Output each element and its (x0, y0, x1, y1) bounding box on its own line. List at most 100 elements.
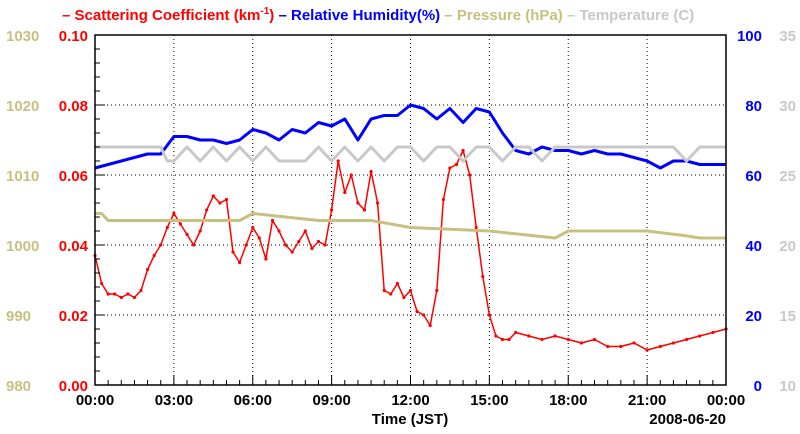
scattering-point (658, 344, 662, 349)
legend-marker: – (440, 7, 457, 24)
scattering-point (106, 292, 110, 296)
scattering-point (119, 295, 123, 300)
scattering-point (349, 173, 353, 177)
scattering-point (566, 337, 570, 342)
scattering-point (185, 232, 189, 237)
x-tick-label: 18:00 (549, 392, 587, 409)
scattering-point (592, 337, 597, 342)
scattering-point (218, 201, 222, 205)
scattering-point (159, 243, 163, 247)
scattering-point (356, 201, 360, 205)
scattering-point (224, 197, 229, 202)
x-tick-label: 15:00 (470, 392, 508, 409)
scattering-point (441, 197, 445, 202)
scattering-point (527, 334, 531, 338)
temperature-tick-label: 25 (779, 168, 796, 185)
scattering-point (251, 225, 255, 230)
scattering-point (336, 159, 340, 163)
x-tick-label: 09:00 (312, 392, 350, 409)
x-tick-label: 00:00 (707, 392, 745, 409)
scattering-point (343, 190, 347, 195)
legend: – Scattering Coefficient (km-1) – Relati… (62, 6, 694, 24)
legend-superscript: -1 (260, 6, 269, 17)
scattering-point (579, 341, 584, 345)
pressure-tick-label: 1030 (6, 28, 39, 45)
date-label: 2008-06-20 (649, 411, 726, 428)
scattering-point (461, 148, 465, 153)
scattering-point (619, 344, 623, 349)
series-layer (93, 103, 728, 352)
scattering-point (474, 225, 478, 230)
scattering-point (165, 225, 169, 230)
scattering-point (205, 208, 209, 212)
legend-label: Pressure (hPa) (457, 7, 563, 24)
legend-label: Relative Humidity(%) (291, 7, 440, 24)
scattering-point (270, 218, 275, 223)
scattering-point (448, 166, 452, 170)
scattering-point (500, 337, 505, 342)
humidity-tick-label: 100 (737, 28, 762, 45)
ticks (94, 34, 727, 386)
humidity-tick-label: 80 (745, 98, 762, 115)
scattering-point (192, 243, 196, 247)
scattering-point (382, 288, 386, 293)
scattering-point (389, 292, 393, 296)
pressure-tick-label: 980 (6, 378, 31, 395)
pressure-tick-label: 1000 (6, 238, 39, 255)
scattering-point (231, 250, 235, 254)
scattering-point (330, 208, 334, 212)
x-tick-label: 06:00 (234, 392, 272, 409)
legend-marker: – (563, 7, 580, 24)
scattering-point (468, 173, 472, 177)
x-tick-label: 00:00 (76, 392, 114, 409)
scattering-point (244, 243, 248, 247)
scattering-point (540, 337, 544, 342)
humidity-tick-label: 0 (754, 378, 762, 395)
scattering-point (362, 208, 367, 212)
scattering-point (369, 169, 373, 174)
temperature-tick-label: 35 (779, 28, 796, 45)
scattering-point (113, 292, 117, 296)
scattering-point (316, 239, 321, 244)
scattering-point (645, 348, 649, 352)
scattering-point (238, 260, 242, 265)
scattering-point (132, 295, 136, 300)
scattering-point (146, 267, 150, 272)
temperature-tick-label: 30 (779, 98, 796, 115)
labels: 00:00 03:00 06:00 09:00 12:00 15:00 18:00 21:00… (6, 28, 796, 409)
scattering-point (297, 239, 301, 244)
humidity-tick-label: 40 (745, 238, 762, 255)
scattering-point (671, 341, 676, 345)
scattering-point (172, 211, 176, 216)
relative-humidity-series (94, 103, 726, 170)
x-axis-title: Time (JST) (372, 411, 448, 428)
legend-marker: – (274, 7, 291, 24)
scattering-point (454, 162, 459, 167)
scattering-tick-label: 0.10 (59, 28, 88, 45)
scattering-point (494, 334, 498, 338)
temperature-series (95, 145, 726, 163)
humidity-tick-label: 60 (745, 168, 762, 185)
scattering-point (606, 344, 610, 349)
scattering-point (698, 334, 702, 338)
scattering-point (100, 281, 104, 286)
scattering-point (711, 330, 715, 335)
scattering-point (435, 288, 439, 293)
scattering-point (428, 323, 432, 328)
temperature-tick-label: 10 (779, 378, 796, 395)
legend-text: – Scattering Coefficient (km-1) – Relati… (62, 6, 694, 24)
temperature-tick-label: 15 (779, 308, 796, 325)
scattering-point (685, 337, 689, 342)
scattering-point (126, 292, 130, 296)
scattering-tick-label: 0.04 (59, 238, 89, 255)
scattering-point (402, 295, 406, 300)
scattering-point (303, 229, 307, 233)
scattering-point (553, 334, 557, 338)
scattering-point (376, 201, 380, 205)
x-tick-label: 03:00 (155, 392, 193, 409)
pressure-tick-label: 990 (6, 308, 31, 325)
scattering-point (323, 243, 327, 247)
scattering-point (257, 236, 261, 240)
scattering-point (422, 313, 426, 317)
